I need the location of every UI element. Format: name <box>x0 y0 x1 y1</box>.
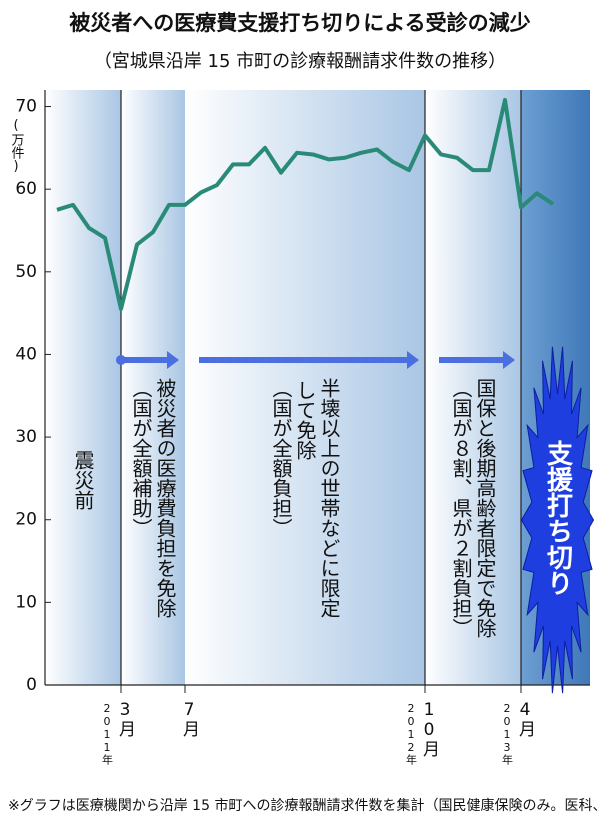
period-label: 国保と後期高齢者限定で免除 <box>473 378 497 638</box>
period-label: 半壊以上の世帯などに限定 <box>317 378 341 618</box>
x-tick-label: 7月 <box>179 700 200 737</box>
y-tick-label: 70 <box>15 97 37 117</box>
arrow-shaft <box>199 357 409 363</box>
y-tick-label: 10 <box>15 592 37 612</box>
arrow-shaft <box>121 357 169 363</box>
period-band <box>185 90 425 685</box>
x-tick-label: 4月 <box>515 700 536 737</box>
year-label: 2011年 <box>101 702 114 765</box>
period-label: 震災前 <box>71 450 95 510</box>
year-label: 2013年 <box>501 702 514 765</box>
period-label: （国が全額負担） <box>269 378 293 538</box>
period-band <box>121 90 185 685</box>
period-label: （国が８割、県が２割負担） <box>449 378 473 638</box>
y-axis-label: (万件) <box>9 118 25 174</box>
y-tick-label: 30 <box>15 427 37 447</box>
period-band <box>425 90 521 685</box>
y-tick-label: 60 <box>15 179 37 199</box>
arrow-head <box>407 351 419 369</box>
data-line <box>56 97 555 311</box>
y-tick-label: 0 <box>26 675 37 695</box>
x-tick-label: 10月 <box>419 700 440 757</box>
period-band <box>45 90 121 685</box>
x-tick-label: 3月 <box>115 700 136 737</box>
year-label: 2012年 <box>405 702 418 765</box>
arrow-shaft <box>439 357 505 363</box>
period-label: 支援打ち切り <box>543 440 573 596</box>
period-label: して免除 <box>293 380 317 460</box>
period-label: （国が全額補助） <box>129 378 153 538</box>
y-tick-label: 40 <box>15 344 37 364</box>
footnote: ※グラフは医療機関から沿岸 15 市町への診療報酬請求件数を集計（国民健康保険の… <box>8 797 600 814</box>
y-tick-label: 20 <box>15 510 37 530</box>
chart-title: 被災者への医療費支援打ち切りによる受診の減少 <box>69 11 530 35</box>
starburst <box>520 346 595 694</box>
arrow-head <box>503 351 515 369</box>
chart-subtitle: （宮城県沿岸 15 市町の診療報酬請求件数の推移） <box>94 51 506 72</box>
period-label: 被災者の医療費負担を免除 <box>153 378 177 618</box>
arrow-head <box>167 351 179 369</box>
y-tick-label: 50 <box>15 262 37 282</box>
